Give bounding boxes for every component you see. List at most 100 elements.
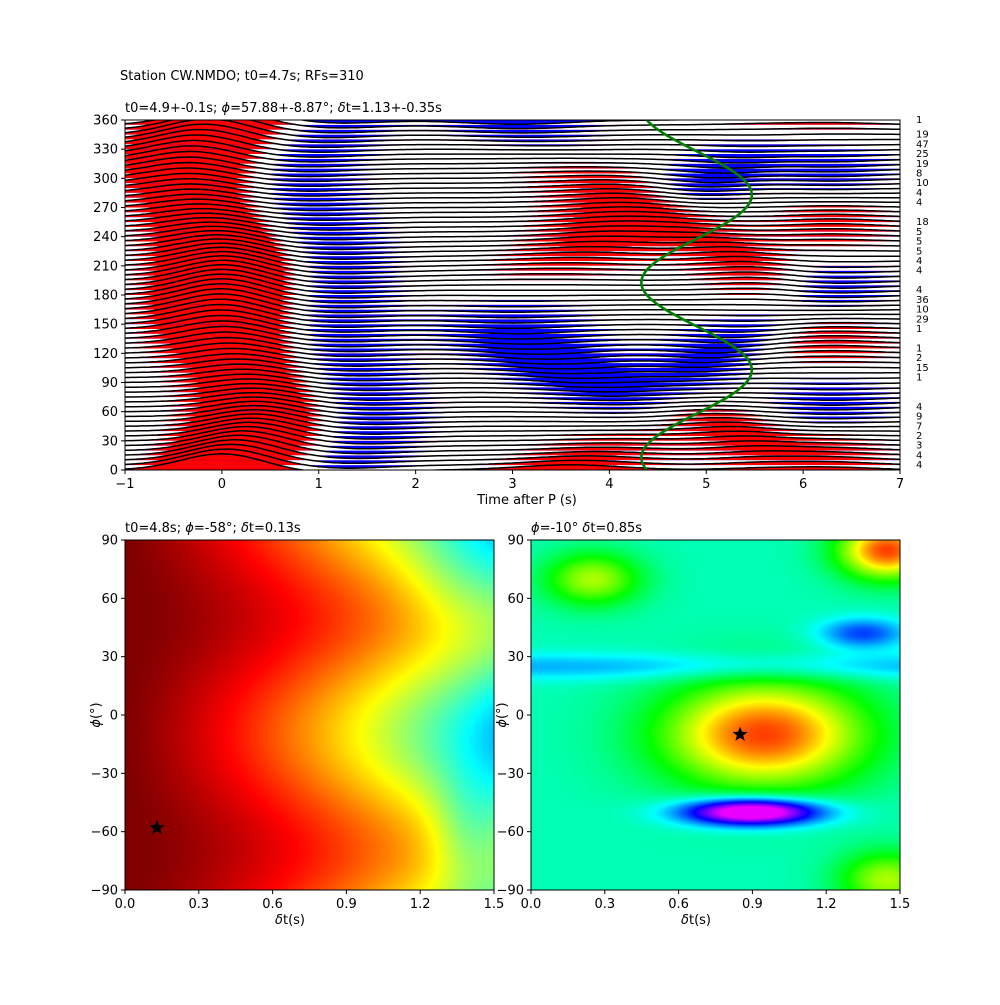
trace-line — [125, 134, 900, 153]
wiggle-title: t0=4.9+-0.1s; ϕ=57.88+-8.87°; δt=1.13+-0… — [125, 101, 442, 116]
bin-count: 15 — [916, 363, 929, 374]
trace-fill-positive — [125, 274, 900, 291]
y-tick-label: 120 — [93, 347, 118, 362]
x-tick-label: −1 — [115, 477, 134, 492]
trace-line — [125, 409, 900, 426]
y-tick-label: 180 — [93, 289, 118, 304]
trace-line — [125, 238, 900, 256]
bin-count: 4 — [916, 402, 922, 413]
bin-count: 4 — [916, 450, 922, 461]
bin-count: 8 — [916, 168, 922, 179]
trace-fill-negative — [125, 309, 900, 313]
wiggle-xlabel: Time after P (s) — [476, 493, 577, 508]
heatmap-left-axes: 0.0 0.3 0.6 0.9 1.2 1.5 −90 −60 −30 0 30 60 90 — [91, 534, 505, 913]
trace-fill-negative — [321, 392, 900, 397]
bin-count: 4 — [916, 188, 922, 199]
trace-line — [125, 188, 900, 202]
trace-fill-negative — [271, 154, 900, 158]
y-tick-label: 90 — [507, 534, 524, 549]
y-tick-label: −30 — [497, 767, 524, 782]
y-tick-label: 90 — [101, 376, 118, 391]
x-tick-label: 1.5 — [484, 897, 505, 912]
wiggle-y-axis: 0 30 60 90 120 150 180 210 240 270 300 330 360 — [93, 114, 125, 479]
trace-line — [125, 212, 900, 226]
trace-line — [125, 404, 900, 421]
bin-count: 4 — [916, 460, 922, 471]
bin-count: 10 — [916, 305, 929, 316]
bin-count: 10 — [916, 178, 929, 189]
trace-line — [125, 193, 900, 207]
bin-count: 9 — [916, 412, 922, 423]
trace-fill-negative — [326, 401, 900, 406]
x-tick-label: 2 — [411, 477, 419, 492]
best-fit-star — [732, 726, 748, 741]
trace-fill-positive — [125, 239, 900, 252]
trace-fill-negative — [314, 377, 900, 383]
x-tick-label: 1.2 — [410, 897, 431, 912]
trace-line — [125, 342, 900, 360]
trace-fill-positive — [125, 414, 804, 427]
bin-count: 4 — [916, 285, 922, 296]
heatmap-right-panel: ϕ=-10° δt=0.85s 0.0 0.3 0.6 0.9 1.2 1.5 −90 −60… — [495, 521, 910, 928]
y-tick-label: −90 — [91, 884, 118, 899]
x-tick-label: 0.6 — [668, 897, 689, 912]
trace-line — [125, 183, 900, 197]
y-tick-label: 150 — [93, 318, 118, 333]
y-tick-label: 0 — [110, 709, 118, 724]
trace-line — [125, 453, 900, 470]
trace-line — [125, 430, 900, 450]
trace-line — [125, 387, 900, 402]
trace-line — [125, 347, 900, 365]
y-tick-label: 60 — [101, 592, 118, 607]
heatmap-right — [531, 540, 900, 890]
trace-line — [125, 255, 900, 275]
trace-line — [125, 250, 900, 270]
trace-line — [125, 172, 900, 188]
trace-fill-negative — [125, 149, 900, 153]
trace-fill-negative — [125, 295, 900, 298]
trace-line — [125, 156, 900, 174]
trace-line — [125, 288, 900, 309]
y-tick-label: 0 — [516, 709, 524, 724]
y-tick-label: 210 — [93, 259, 118, 274]
trace-fill-negative — [125, 333, 900, 339]
trace-line — [125, 229, 900, 246]
bin-count: 5 — [916, 246, 922, 257]
x-tick-label: 0.6 — [262, 897, 283, 912]
trace-line — [125, 221, 900, 236]
bin-count: 19 — [916, 159, 929, 170]
trace-line — [125, 396, 900, 411]
y-tick-label: −60 — [497, 825, 524, 840]
trace-fill-positive — [125, 343, 900, 354]
x-tick-label: 0.3 — [594, 897, 615, 912]
trace-fill-negative — [304, 353, 774, 360]
trace-line — [125, 198, 900, 212]
trace-line — [125, 434, 900, 455]
trace-fill-negative — [125, 270, 900, 274]
trace-line — [125, 120, 900, 139]
y-tick-label: 330 — [93, 143, 118, 158]
bin-count: 36 — [916, 295, 929, 306]
y-tick-label: −30 — [91, 767, 118, 782]
trace-fill-positive — [125, 234, 900, 247]
bin-count: 2 — [916, 431, 922, 442]
x-tick-label: 0 — [218, 477, 226, 492]
bin-count: 4 — [916, 266, 922, 277]
trace-fill-negative — [125, 372, 900, 379]
trace-fill-positive — [125, 217, 900, 227]
trace-line — [125, 259, 900, 280]
bin-count: 4 — [916, 256, 922, 267]
trace-fill-negative — [125, 260, 900, 264]
trace-fill-negative — [125, 124, 900, 129]
trace-line — [125, 298, 900, 319]
trace-fill-positive — [125, 392, 900, 402]
trace-fill-positive — [125, 383, 900, 393]
bin-count: 19 — [916, 130, 929, 141]
trace-line — [125, 234, 900, 251]
trace-line — [125, 139, 900, 159]
trace-fill-positive — [125, 374, 900, 383]
bin-count-labels: 1194725198104418555444361029112151497234… — [916, 115, 929, 471]
heatmap-right-xlabel: δt(s) — [681, 913, 711, 928]
y-tick-label: 0 — [110, 464, 118, 479]
heatmap-right-title: ϕ=-10° δt=0.85s — [531, 521, 642, 536]
